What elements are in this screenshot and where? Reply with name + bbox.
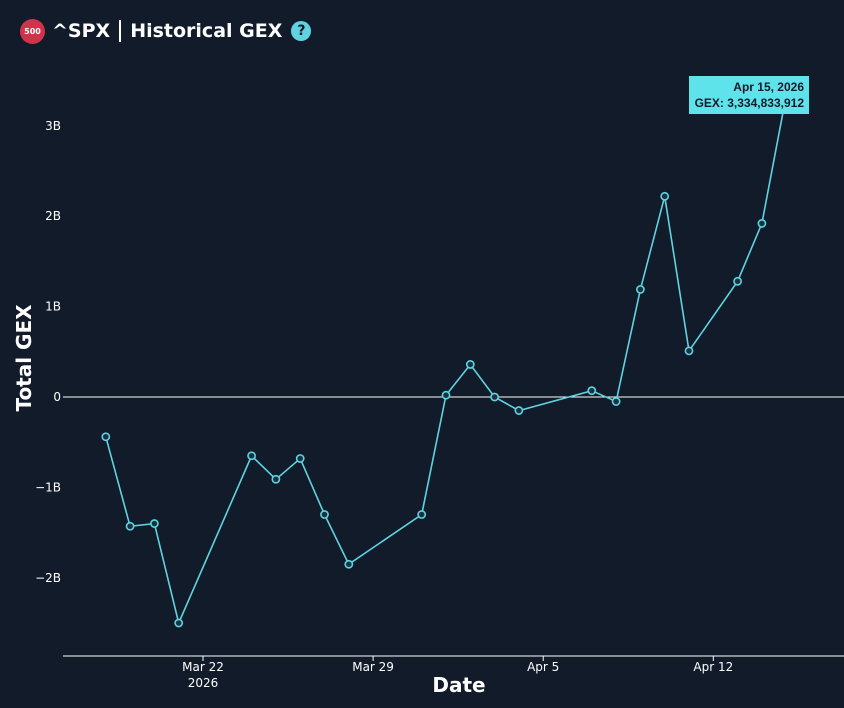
series-points: [101, 91, 791, 628]
data-point[interactable]: [757, 219, 767, 228]
data-point[interactable]: [684, 346, 694, 356]
y-tick-label: 3B: [45, 119, 61, 133]
x-tick-label: Apr 5: [527, 660, 559, 674]
data-point[interactable]: [636, 285, 645, 294]
data-point[interactable]: [101, 432, 111, 442]
chart-header: 500 ^SPX Historical GEX ?: [20, 18, 312, 44]
data-point[interactable]: [465, 360, 475, 369]
x-tick-label: Apr 12: [693, 660, 733, 674]
data-point[interactable]: [514, 406, 524, 415]
data-point[interactable]: [344, 559, 354, 569]
y-tick-label: 1B: [45, 300, 61, 314]
data-point[interactable]: [587, 386, 597, 396]
data-point[interactable]: [490, 392, 499, 402]
y-tick-label: −2B: [35, 571, 61, 585]
data-point[interactable]: [295, 454, 305, 463]
x-axis-ticks: Mar 22 2026 Mar 29 Apr 5 Apr 12: [182, 656, 733, 690]
data-point[interactable]: [320, 510, 329, 519]
data-point[interactable]: [125, 521, 135, 531]
series-line: [105, 95, 787, 626]
data-point[interactable]: [247, 451, 256, 461]
y-tick-label: 0: [53, 390, 61, 404]
page-title: Historical GEX: [130, 20, 283, 42]
title-divider: [119, 20, 122, 42]
tooltip-value: GEX: 3,334,833,912: [694, 96, 804, 110]
data-point[interactable]: [271, 474, 281, 484]
ticker-symbol: ^SPX: [52, 20, 111, 42]
x-axis-title: Date: [432, 673, 485, 697]
x-tick-sublabel: 2026: [188, 676, 219, 690]
x-tick-label: Mar 22: [182, 660, 224, 674]
x-tick-label: Mar 29: [352, 660, 394, 674]
data-point[interactable]: [733, 276, 742, 286]
hover-tooltip: Apr 15, 2026 GEX: 3,334,833,912: [688, 76, 809, 114]
y-axis-title: Total GEX: [12, 304, 36, 412]
data-point[interactable]: [149, 519, 159, 528]
tooltip-date: Apr 15, 2026: [733, 80, 804, 94]
data-point[interactable]: [174, 618, 184, 628]
help-icon[interactable]: ?: [291, 21, 312, 41]
data-point[interactable]: [417, 510, 427, 519]
spx-500-badge-icon: 500: [20, 18, 45, 44]
y-axis-ticks: 3B 2B 1B 0 −1B −2B: [35, 119, 61, 585]
y-tick-label: 2B: [45, 209, 61, 223]
data-point[interactable]: [441, 390, 451, 400]
data-point[interactable]: [611, 397, 621, 406]
y-tick-label: −1B: [35, 480, 61, 494]
data-point[interactable]: [660, 191, 670, 201]
